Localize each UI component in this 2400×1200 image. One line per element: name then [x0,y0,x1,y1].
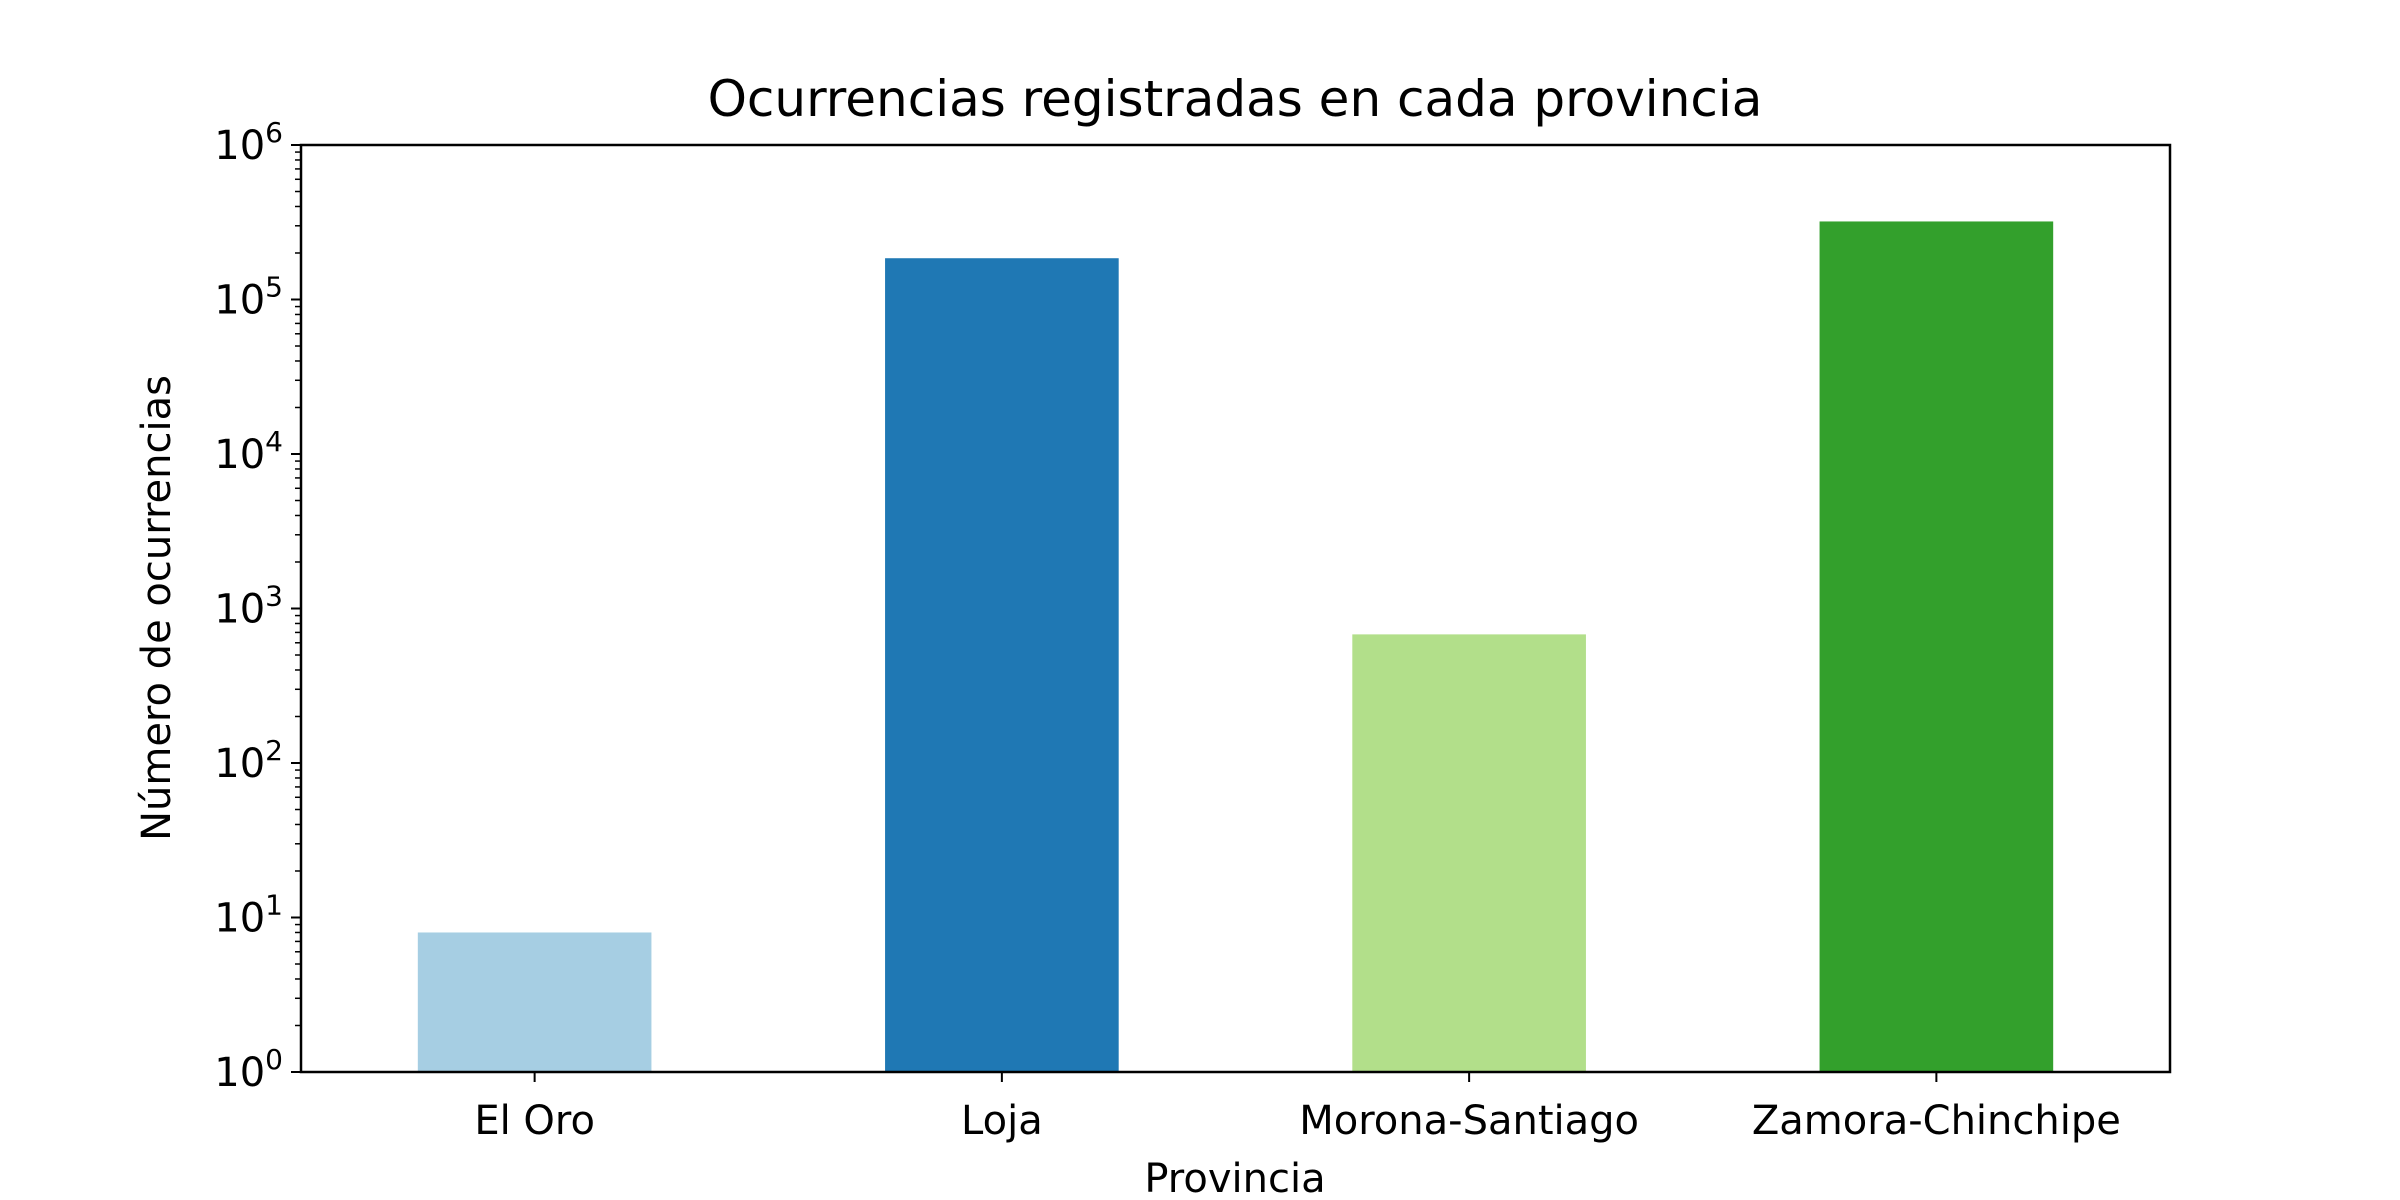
y-tick-label: 101 [214,889,283,942]
y-tick-label: 103 [214,580,283,633]
x-tick-label: Zamora-Chinchipe [1752,1098,2121,1144]
y-tick-label: 105 [214,271,283,324]
y-tick-label: 100 [214,1043,283,1096]
y-tick-label: 102 [214,734,283,787]
y-tick-label: 106 [214,116,283,169]
bar-morona-santiago [1352,634,1586,1072]
chart-title: Ocurrencias registradas en cada provinci… [708,70,1763,128]
bar-zamora-chinchipe [1819,221,2054,1072]
y-axis-label: Número de ocurrencias [134,375,180,841]
y-tick-label: 104 [214,425,283,478]
plot-area: El Oro Loja Morona-Santiago Zamora-Chinchip… [214,116,2172,1144]
bar-el-oro [417,932,652,1072]
x-tick-label: Loja [961,1098,1043,1144]
x-tick-label: El Oro [474,1098,595,1144]
bar-loja [885,258,1119,1073]
x-tick-label: Morona-Santiago [1299,1098,1639,1144]
plot-frame [299,143,2172,1074]
x-axis-label: Provincia [1144,1156,1325,1200]
